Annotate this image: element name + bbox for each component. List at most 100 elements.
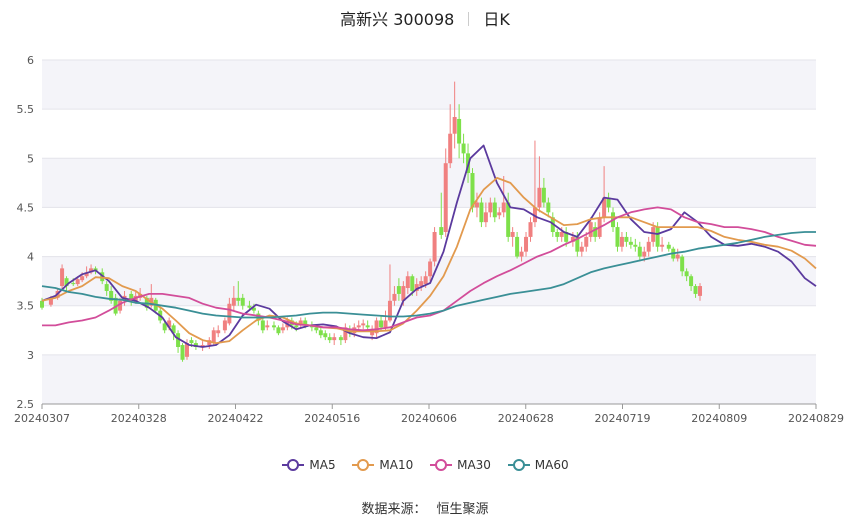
y-tick-label: 3.5 (17, 300, 35, 313)
candle-body (537, 187, 542, 208)
candle-body (588, 222, 593, 237)
legend-ma60-icon (507, 459, 530, 471)
candle-body (675, 254, 680, 259)
period-label: 日K (483, 10, 510, 29)
candle-body (564, 232, 569, 242)
candle-body (365, 325, 370, 328)
candle-body (414, 284, 419, 291)
candle-body (524, 236, 529, 252)
legend: MA5 MA10 MA30 MA60 (0, 458, 850, 475)
candle-body (515, 236, 520, 257)
candle-body (624, 236, 629, 242)
candle-body (60, 268, 65, 287)
candle-body (332, 337, 337, 341)
candle-body (559, 232, 564, 237)
candle-body (236, 297, 241, 301)
candle-body (216, 330, 221, 334)
candle-body (684, 271, 689, 277)
candle-body (222, 320, 227, 331)
chart-title: 高新兴 300098 日K (0, 6, 850, 30)
candle-body (392, 293, 397, 301)
candle-body (162, 323, 167, 331)
x-tick-label: 20240307 (14, 412, 70, 425)
candle-body (432, 232, 437, 262)
candle-body (167, 320, 172, 328)
candle-body (602, 197, 607, 218)
series-line-ma30 (42, 206, 817, 332)
candle-body (528, 222, 533, 237)
candle-body (619, 236, 624, 247)
candle-body (452, 117, 457, 134)
candle-body (294, 325, 299, 328)
candlestick-chart: 2.5 3 3.5 4 4.5 5 5.5 6 20240307 20240328 20240422… (14, 54, 844, 425)
candle-body (303, 320, 308, 326)
candle-body (370, 330, 375, 336)
candle-body (396, 286, 401, 294)
candle-body (361, 323, 366, 326)
candle-body (64, 278, 69, 287)
legend-label: MA60 (534, 458, 569, 472)
candle-body (419, 281, 424, 287)
candle-body (689, 276, 694, 287)
candle-body (171, 325, 176, 334)
legend-item-ma30[interactable]: MA30 (429, 458, 491, 472)
candle-body (207, 340, 212, 346)
y-tick-label: 4.5 (17, 201, 35, 214)
x-tick-label: 20240719 (595, 412, 651, 425)
candle-body (129, 293, 134, 301)
candle-body (265, 325, 270, 328)
y-tick-label: 5 (27, 152, 34, 165)
candle-body (457, 118, 462, 144)
candle-body (615, 227, 620, 247)
candle-body (628, 241, 633, 245)
legend-label: MA10 (379, 458, 414, 472)
candle-body (84, 272, 89, 277)
x-tick-label: 20240809 (691, 412, 747, 425)
candle-body (387, 300, 392, 321)
legend-item-ma5[interactable]: MA5 (281, 458, 336, 472)
legend-item-ma10[interactable]: MA10 (351, 458, 413, 472)
candle-body (506, 202, 511, 237)
candle-body (280, 327, 285, 331)
candle-body (251, 307, 256, 311)
candle-body (519, 251, 524, 257)
candle-body (405, 276, 410, 289)
candle-body (318, 330, 323, 336)
candle-body (606, 197, 611, 208)
candle-body (479, 202, 484, 223)
candle-body (541, 187, 546, 203)
x-tick-label: 20240606 (401, 412, 457, 425)
candle-body (247, 305, 252, 308)
candle-body (75, 279, 80, 285)
candle-body (227, 303, 232, 324)
candle-body (327, 337, 332, 341)
candle-body (488, 202, 493, 213)
candle-body (240, 297, 245, 306)
candle-body (231, 297, 236, 306)
candle-body (109, 290, 114, 301)
x-tick-label: 20240328 (111, 412, 167, 425)
source-provider: 恒生聚源 (436, 502, 489, 517)
candle-body (584, 236, 589, 247)
legend-label: MA5 (309, 458, 336, 472)
candle-body (379, 320, 384, 328)
series-line-ma60 (41, 231, 816, 319)
candle-body (338, 337, 343, 341)
grid-band (42, 158, 816, 208)
candle-body (176, 333, 181, 347)
candle-body (323, 333, 328, 338)
legend-item-ma60[interactable]: MA60 (507, 458, 569, 472)
candle-body (492, 202, 497, 218)
candle-body (118, 300, 123, 311)
candle-body (448, 133, 453, 164)
candle-body (555, 232, 560, 237)
legend-label: MA30 (457, 458, 491, 472)
legend-ma5-icon (282, 459, 305, 471)
candle-body (579, 246, 584, 252)
y-tick-label: 6 (27, 54, 34, 67)
candle-body (260, 320, 265, 331)
candle-body (651, 227, 656, 242)
candle-body (343, 327, 348, 341)
stock-name: 高新兴 300098 (340, 10, 455, 29)
grid-band (42, 354, 816, 404)
